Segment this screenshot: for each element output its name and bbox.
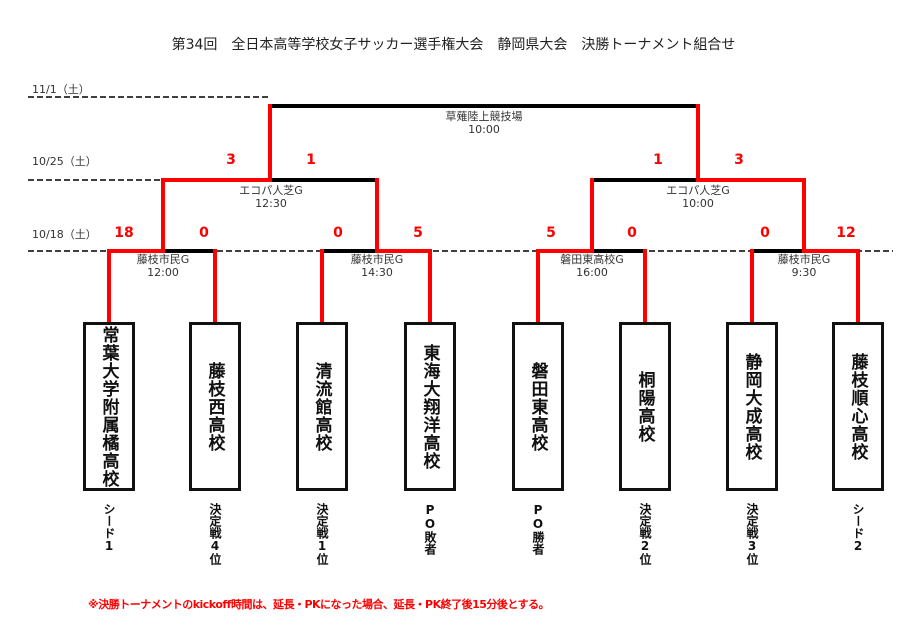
semifinal-venue: エコパ人芝G 12:30 <box>211 184 331 210</box>
team-note-text: シード2 <box>851 503 865 553</box>
score: 1 <box>306 152 316 168</box>
quarterfinal-venue: 藤枝市民G 9:30 <box>744 253 864 279</box>
page-title: 第34回 全日本高等学校女子サッカー選手権大会 静岡県大会 決勝トーナメント組合… <box>171 37 736 53</box>
match-time: 12:00 <box>147 266 179 279</box>
team-note-text: 決定戦2位 <box>638 503 652 565</box>
venue-name: 草薙陸上競技場 <box>445 110 523 123</box>
team-note-text: PO勝者 <box>531 503 545 555</box>
venue-name: 磐田東高校G <box>560 253 624 266</box>
venue-name: エコパ人芝G <box>239 184 303 197</box>
team-note: 決定戦3位 <box>737 503 767 565</box>
team-note-text: 決定戦1位 <box>315 503 329 565</box>
score: 0 <box>199 225 209 241</box>
score: 5 <box>546 225 556 241</box>
team-note: 決定戦1位 <box>307 503 337 565</box>
semifinal-venue: エコパ人芝G 10:00 <box>638 184 758 210</box>
venue-name: エコパ人芝G <box>666 184 730 197</box>
team-note-text: シード1 <box>102 503 116 553</box>
team-note: PO勝者 <box>523 503 553 555</box>
team-box: 藤枝順心高校 <box>832 322 884 491</box>
score: 1 <box>653 152 663 168</box>
score: 0 <box>760 225 770 241</box>
team-note-text: 決定戦3位 <box>745 503 759 565</box>
score: 3 <box>226 152 236 168</box>
team-note: シード2 <box>843 503 873 553</box>
score: 0 <box>333 225 343 241</box>
score: 3 <box>734 152 744 168</box>
team-note: 決定戦4位 <box>200 503 230 565</box>
team-box: 桐陽高校 <box>619 322 671 491</box>
team-name: 静岡大成高校 <box>741 352 762 461</box>
team-name: 藤枝順心高校 <box>847 352 868 461</box>
team-note: PO敗者 <box>415 503 445 555</box>
venue-name: 藤枝市民G <box>350 253 404 266</box>
venue-name: 藤枝市民G <box>777 253 831 266</box>
match-time: 10:00 <box>468 123 500 136</box>
team-note: 決定戦2位 <box>630 503 660 565</box>
score: 0 <box>627 225 637 241</box>
match-time: 10:00 <box>682 197 714 210</box>
team-box: 磐田東高校 <box>512 322 564 491</box>
match-time: 9:30 <box>791 266 817 279</box>
score: 5 <box>413 225 423 241</box>
date-quarterfinal: 10/18（土） <box>32 228 97 241</box>
score: 18 <box>114 225 134 241</box>
team-box: 常葉大学附属橘高校 <box>83 322 135 491</box>
team-name: 清流館高校 <box>311 361 332 452</box>
venue-name: 藤枝市民G <box>136 253 190 266</box>
team-note-text: PO敗者 <box>423 503 437 555</box>
team-name: 磐田東高校 <box>527 361 548 452</box>
quarterfinal-venue: 藤枝市民G 12:00 <box>103 253 223 279</box>
team-name: 常葉大学附属橘高校 <box>98 325 119 488</box>
date-semifinal: 10/25（土） <box>32 155 97 168</box>
team-box: 東海大翔洋高校 <box>404 322 456 491</box>
final-venue: 草薙陸上競技場 10:00 <box>424 110 544 136</box>
score: 12 <box>836 225 856 241</box>
quarterfinal-venue: 磐田東高校G 16:00 <box>532 253 652 279</box>
quarterfinal-venue: 藤枝市民G 14:30 <box>317 253 437 279</box>
match-time: 16:00 <box>576 266 608 279</box>
match-time: 12:30 <box>255 197 287 210</box>
team-name: 桐陽高校 <box>634 370 655 443</box>
team-name: 藤枝西高校 <box>204 361 225 452</box>
team-note: シード1 <box>94 503 124 553</box>
team-note-text: 決定戦4位 <box>208 503 222 565</box>
match-time: 14:30 <box>361 266 393 279</box>
footnote: ※決勝トーナメントのkickoff時間は、延長・PKになった場合、延長・PK終了… <box>88 598 550 611</box>
team-box: 清流館高校 <box>296 322 348 491</box>
team-box: 静岡大成高校 <box>726 322 778 491</box>
date-final: 11/1（土） <box>32 83 90 96</box>
team-box: 藤枝西高校 <box>189 322 241 491</box>
team-name: 東海大翔洋高校 <box>419 343 440 470</box>
